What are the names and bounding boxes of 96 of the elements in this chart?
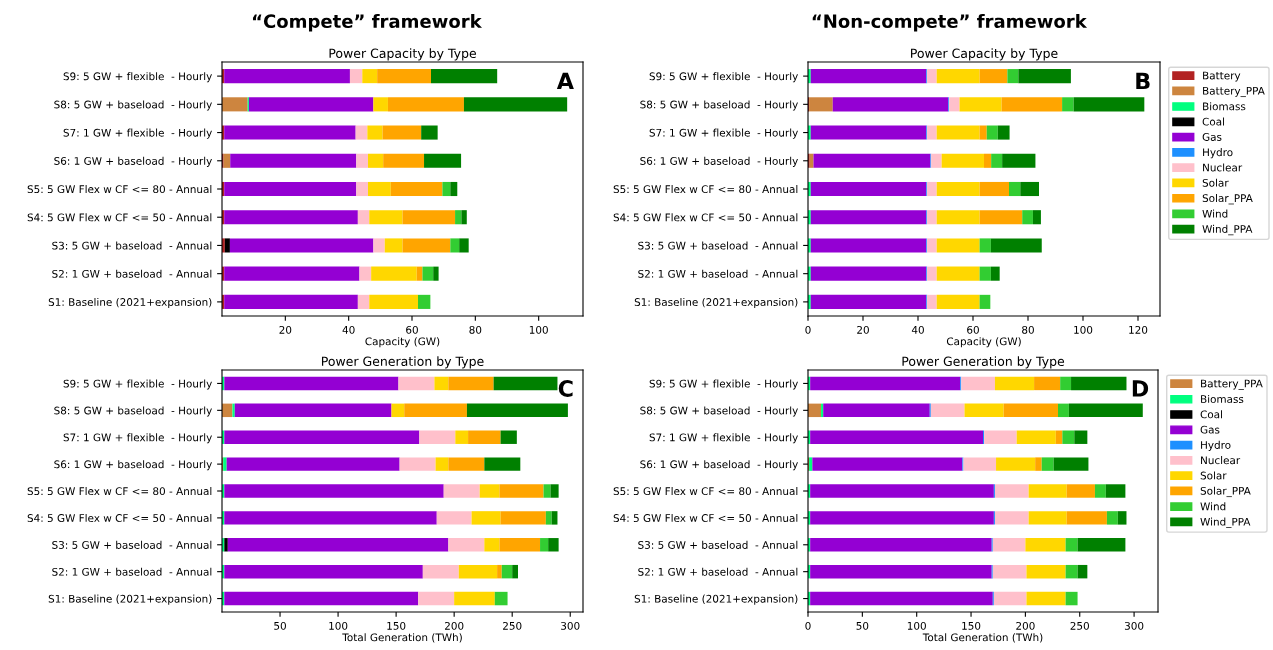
y-tick-label: S7: 1 GW + flexible - Hourly xyxy=(63,128,212,139)
x-tick-label: 100 xyxy=(529,325,548,334)
chart-title: Power Generation by Type xyxy=(321,356,484,369)
legend-label: Solar_PPA xyxy=(1200,486,1251,498)
x-axis-title: Capacity (GW) xyxy=(946,337,1021,348)
x-axis-title: Total Generation (TWh) xyxy=(922,633,1043,643)
x-axis-title: Total Generation (TWh) xyxy=(342,633,462,643)
x-tick-label: 50 xyxy=(274,621,286,630)
y-tick-label: S9: 5 GW + flexible - Hourly xyxy=(649,72,798,83)
y-tick-label: S8: 5 GW + baseload - Hourly xyxy=(54,406,212,417)
y-tick-label: S3: 5 GW + baseload - Annual xyxy=(638,540,798,549)
x-tick-label: 0 xyxy=(805,325,811,334)
x-axis-title: Capacity (GW) xyxy=(365,337,440,348)
y-tick-label: S5: 5 GW Flex w CF <= 80 - Annual xyxy=(613,487,798,496)
legend-label: Wind_PPA xyxy=(1200,517,1251,528)
x-tick-label: 300 xyxy=(561,621,580,630)
y-tick-label: S1: Baseline (2021+expansion) xyxy=(634,297,798,309)
y-tick-label: S5: 5 GW Flex w CF <= 80 - Annual xyxy=(27,487,212,496)
annotation: A xyxy=(556,72,574,90)
x-tick-label: 250 xyxy=(1070,621,1089,630)
legend-label: Coal xyxy=(1202,117,1225,126)
y-tick-label: S4: 5 GW Flex w CF <= 50 - Annual xyxy=(613,513,798,522)
legend-label: Wind xyxy=(1200,502,1226,511)
x-tick-label: 80 xyxy=(1022,325,1034,334)
legend-label: Nuclear xyxy=(1203,163,1243,172)
y-tick-label: S2: 1 GW + baseload - Annual xyxy=(638,567,798,576)
y-tick-label: S1: Baseline (2021+expansion) xyxy=(634,594,798,605)
y-tick-label: S6: 1 GW + baseload - Hourly xyxy=(54,156,212,167)
y-tick-label: S3: 5 GW + baseload - Annual xyxy=(52,241,212,250)
legend-label: Hydro xyxy=(1201,440,1231,451)
x-tick-label: 20 xyxy=(279,325,292,334)
y-tick-label: S6: 1 GW + baseload - Hourly xyxy=(54,460,212,471)
x-tick-label: 100 xyxy=(907,621,926,630)
annotation: B xyxy=(1136,72,1150,90)
legend-label: Solar xyxy=(1200,471,1227,480)
legend-label: Hydro xyxy=(1203,148,1233,159)
chart-title: Power Generation by Type xyxy=(902,356,1065,369)
x-tick-label: 200 xyxy=(444,621,464,630)
y-tick-label: S3: 5 GW + baseload - Annual xyxy=(52,540,212,549)
x-tick-label: 120 xyxy=(1129,325,1148,334)
x-tick-label: 50 xyxy=(856,621,869,630)
y-tick-label: S1: Baseline (2021+expansion) xyxy=(48,297,212,309)
y-tick-label: S2: 1 GW + baseload - Annual xyxy=(52,269,212,278)
y-tick-label: S7: 1 GW + flexible - Hourly xyxy=(649,433,798,444)
y-tick-label: S7: 1 GW + flexible - Hourly xyxy=(63,433,212,444)
y-tick-label: S9: 5 GW + flexible - Hourly xyxy=(63,72,212,83)
x-tick-label: 60 xyxy=(967,325,979,334)
y-tick-label: S8: 5 GW + baseload - Hourly xyxy=(54,100,212,111)
y-tick-label: S7: 1 GW + flexible - Hourly xyxy=(649,128,798,139)
x-tick-label: 40 xyxy=(911,325,924,334)
y-tick-label: S8: 5 GW + baseload - Hourly xyxy=(640,100,798,111)
y-tick-label: S4: 5 GW Flex w CF <= 50 - Annual xyxy=(27,213,212,222)
annotation: D xyxy=(1132,380,1149,397)
y-tick-label: S2: 1 GW + baseload - Annual xyxy=(638,269,798,278)
y-tick-label: S5: 5 GW Flex w CF <= 80 - Annual xyxy=(613,185,798,194)
legend-label: Solar xyxy=(1202,178,1229,187)
legend-label: Nuclear xyxy=(1201,456,1241,465)
x-tick-label: 100 xyxy=(1074,325,1093,334)
legend-label: Gas xyxy=(1200,425,1220,434)
x-tick-label: 20 xyxy=(857,325,869,334)
legend-label: Gas xyxy=(1202,133,1222,141)
legend-label: Wind_PPA xyxy=(1202,224,1253,236)
y-tick-label: S9: 5 GW + flexible - Hourly xyxy=(63,379,212,390)
y-tick-label: S9: 5 GW + flexible - Hourly xyxy=(649,379,798,390)
legend-label: Biomass xyxy=(1203,102,1246,111)
x-tick-label: 300 xyxy=(1124,621,1144,630)
y-tick-label: S4: 5 GW Flex w CF <= 50 - Annual xyxy=(613,213,798,222)
chart-title: Power Capacity by Type xyxy=(329,48,477,61)
y-tick-label: S5: 5 GW Flex w CF <= 80 - Annual xyxy=(27,185,212,194)
x-tick-label: 150 xyxy=(387,621,406,630)
legend-label: Coal xyxy=(1200,410,1222,419)
y-tick-label: S3: 5 GW + baseload - Annual xyxy=(638,241,798,250)
y-tick-label: S2: 1 GW + baseload - Annual xyxy=(52,567,212,576)
y-tick-label: S6: 1 GW + baseload - Hourly xyxy=(640,156,798,167)
y-tick-label: S6: 1 GW + baseload - Hourly xyxy=(640,460,798,471)
text: “Compete” framework xyxy=(252,14,483,32)
x-tick-label: 80 xyxy=(469,325,482,334)
y-tick-label: S1: Baseline (2021+expansion) xyxy=(48,594,212,605)
x-tick-label: 250 xyxy=(503,621,522,630)
legend-label: Battery_PPA xyxy=(1203,86,1265,98)
x-tick-label: 0 xyxy=(805,621,811,630)
y-tick-label: S4: 5 GW Flex w CF <= 50 - Annual xyxy=(27,513,212,522)
legend-label: Battery xyxy=(1203,71,1241,82)
x-tick-label: 150 xyxy=(962,621,981,630)
legend-label: Solar_PPA xyxy=(1202,193,1253,205)
x-tick-label: 100 xyxy=(329,621,348,630)
annotation: C xyxy=(558,380,573,397)
y-tick-label: S8: 5 GW + baseload - Hourly xyxy=(640,406,798,417)
legend-label: Wind xyxy=(1202,209,1228,218)
chart-title: Power Capacity by Type xyxy=(911,48,1058,61)
text: “Non-compete” framework xyxy=(812,14,1088,32)
x-tick-label: 40 xyxy=(342,325,355,334)
x-tick-label: 200 xyxy=(1016,621,1035,630)
x-tick-label: 60 xyxy=(406,325,418,334)
legend-label: Biomass xyxy=(1201,394,1244,404)
legend-label: Battery_PPA xyxy=(1201,379,1263,390)
